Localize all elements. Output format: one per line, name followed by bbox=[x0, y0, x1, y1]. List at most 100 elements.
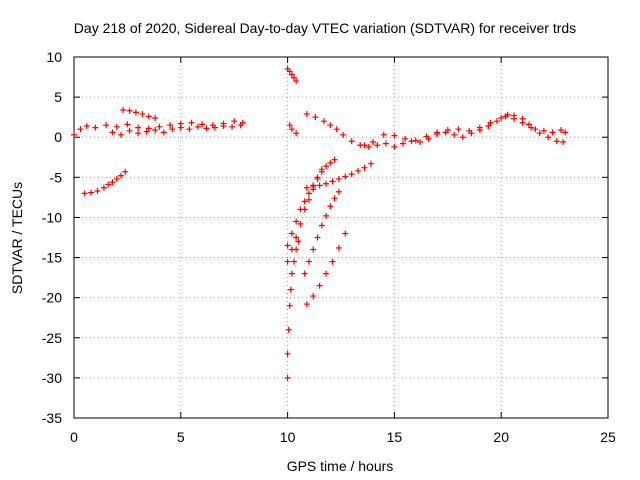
data-point bbox=[286, 302, 293, 309]
data-point bbox=[83, 122, 90, 129]
data-point bbox=[139, 110, 146, 117]
data-point bbox=[237, 122, 244, 129]
data-point bbox=[303, 184, 310, 191]
data-point bbox=[77, 126, 84, 133]
plot-frame bbox=[73, 56, 609, 419]
data-point bbox=[323, 270, 330, 277]
data-point bbox=[331, 195, 338, 202]
data-point bbox=[92, 124, 99, 131]
series-arc-late-main bbox=[361, 111, 569, 149]
data-point bbox=[286, 122, 293, 129]
data-point bbox=[135, 130, 142, 137]
data-point bbox=[303, 110, 310, 117]
data-point bbox=[305, 196, 312, 203]
data-point bbox=[291, 258, 298, 265]
data-point bbox=[312, 114, 319, 121]
data-point bbox=[293, 218, 300, 225]
data-point bbox=[105, 181, 112, 188]
data-point bbox=[549, 129, 556, 136]
data-point bbox=[100, 184, 107, 191]
x-tick-label: 0 bbox=[70, 429, 78, 445]
series-arc-10-14 bbox=[286, 110, 389, 150]
data-point bbox=[532, 126, 539, 133]
data-point bbox=[135, 124, 142, 131]
data-point bbox=[380, 131, 387, 138]
data-point bbox=[468, 130, 475, 137]
data-point bbox=[340, 131, 347, 138]
data-point bbox=[558, 127, 565, 134]
data-point bbox=[493, 118, 500, 125]
data-point bbox=[220, 122, 227, 129]
data-point bbox=[528, 124, 535, 131]
data-point bbox=[288, 246, 295, 253]
data-point bbox=[288, 71, 295, 78]
data-point bbox=[310, 246, 317, 253]
data-point bbox=[305, 190, 312, 197]
data-point bbox=[203, 125, 210, 132]
data-point bbox=[288, 126, 295, 133]
data-point bbox=[487, 119, 494, 126]
data-point bbox=[335, 175, 342, 182]
data-point bbox=[562, 129, 569, 136]
data-point bbox=[314, 234, 321, 241]
data-point bbox=[545, 134, 552, 141]
data-point bbox=[71, 131, 77, 138]
series-arc-late-lower bbox=[391, 113, 567, 150]
data-point bbox=[331, 156, 338, 163]
data-point bbox=[284, 350, 291, 357]
y-tick-label: -35 bbox=[42, 410, 62, 426]
data-point bbox=[314, 174, 321, 181]
y-tick-label: -25 bbox=[42, 330, 62, 346]
data-point bbox=[145, 125, 152, 132]
data-point bbox=[211, 124, 218, 131]
data-point bbox=[186, 126, 193, 133]
data-point bbox=[485, 122, 492, 129]
series-arc-rise-b bbox=[284, 166, 325, 249]
y-tick-label: 0 bbox=[54, 129, 62, 145]
series-arc-rise-a bbox=[284, 156, 338, 265]
x-tick-label: 10 bbox=[280, 429, 296, 445]
data-point bbox=[540, 127, 547, 134]
data-point bbox=[303, 301, 310, 308]
data-point bbox=[323, 180, 330, 187]
axis-ticks: 0 5 10 15 20 25 10 5 0 -5 -10 -15 -20 -25 -30 -35 bbox=[42, 49, 616, 445]
data-point bbox=[370, 139, 377, 146]
x-axis-label: GPS time / hours bbox=[287, 458, 394, 474]
y-tick-label: 10 bbox=[46, 49, 62, 65]
data-point bbox=[188, 119, 195, 126]
x-tick-label: 25 bbox=[600, 429, 616, 445]
data-point bbox=[229, 123, 236, 130]
data-point bbox=[318, 166, 325, 173]
series-arc-spike bbox=[284, 66, 300, 85]
data-point bbox=[459, 134, 466, 141]
data-points bbox=[71, 66, 569, 381]
series-arc-rise-c bbox=[303, 160, 374, 191]
data-point bbox=[293, 130, 300, 137]
series-arc-main-lower bbox=[109, 122, 244, 138]
data-point bbox=[109, 179, 116, 186]
data-point bbox=[120, 106, 127, 113]
data-point bbox=[103, 122, 110, 129]
data-point bbox=[177, 124, 184, 131]
data-point bbox=[502, 113, 509, 120]
data-point bbox=[382, 140, 389, 147]
data-point bbox=[361, 164, 368, 171]
data-point bbox=[126, 127, 133, 134]
data-point bbox=[113, 175, 120, 182]
data-point bbox=[399, 140, 406, 147]
data-point bbox=[327, 122, 334, 129]
data-point bbox=[310, 293, 317, 300]
data-point bbox=[434, 131, 441, 138]
data-point bbox=[374, 142, 381, 149]
data-point bbox=[305, 258, 312, 265]
data-point bbox=[408, 138, 415, 145]
y-tick-label: -5 bbox=[50, 169, 63, 185]
data-point bbox=[285, 326, 292, 333]
data-point bbox=[342, 173, 349, 180]
data-point bbox=[284, 242, 291, 249]
data-point bbox=[442, 129, 449, 136]
data-point bbox=[167, 122, 174, 129]
data-point bbox=[361, 142, 368, 149]
data-point bbox=[333, 126, 340, 133]
